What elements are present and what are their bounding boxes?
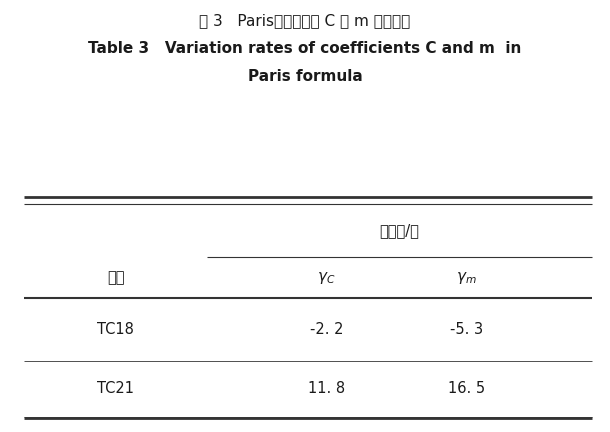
Text: 表 3   Paris公式中系数 C 和 m 的变化率: 表 3 Paris公式中系数 C 和 m 的变化率: [199, 13, 411, 28]
Text: -2. 2: -2. 2: [310, 322, 343, 337]
Text: $\gamma_{\mathit{m}}$: $\gamma_{\mathit{m}}$: [456, 270, 477, 286]
Text: 变化率/％: 变化率/％: [379, 223, 420, 238]
Text: TC18: TC18: [98, 322, 134, 337]
Text: Table 3   Variation rates of coefficients C and m  in: Table 3 Variation rates of coefficients …: [88, 41, 522, 56]
Text: 16. 5: 16. 5: [448, 381, 485, 396]
Text: 11. 8: 11. 8: [308, 381, 345, 396]
Text: Paris formula: Paris formula: [248, 69, 362, 84]
Text: $\gamma_{\mathit{C}}$: $\gamma_{\mathit{C}}$: [317, 270, 336, 286]
Text: -5. 3: -5. 3: [450, 322, 483, 337]
Text: 材料: 材料: [107, 270, 124, 285]
Text: TC21: TC21: [98, 381, 134, 396]
